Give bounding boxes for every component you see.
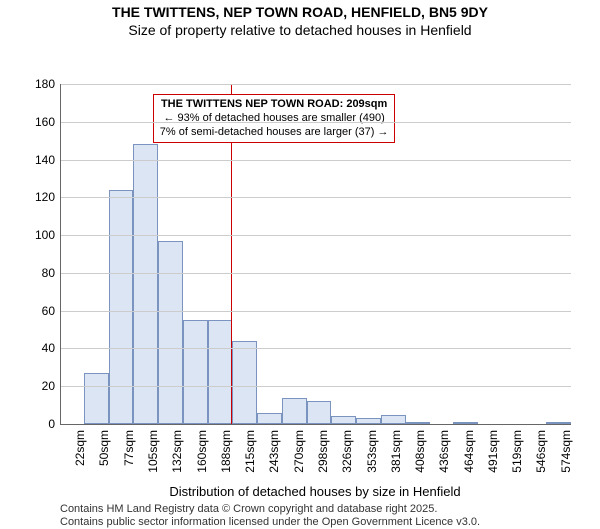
gridline (61, 348, 571, 349)
x-tick: 436sqm (425, 424, 449, 484)
x-tick: 353sqm (352, 424, 376, 484)
gridline (61, 84, 571, 85)
x-tick: 77sqm (110, 424, 134, 484)
gridline (61, 311, 571, 312)
histogram-bar (381, 415, 406, 424)
x-tick: 464sqm (450, 424, 474, 484)
footer-line-2: Contains public sector information licen… (60, 516, 600, 529)
gridline (61, 122, 571, 123)
footer-line-1: Contains HM Land Registry data © Crown c… (60, 503, 600, 516)
histogram-bar (331, 416, 356, 424)
histogram-bar (109, 190, 134, 424)
y-tick-label: 180 (35, 77, 61, 91)
y-tick-label: 20 (42, 379, 61, 393)
x-tick: 243sqm (255, 424, 279, 484)
histogram-bar (282, 398, 307, 424)
y-tick-label: 120 (35, 190, 61, 204)
y-tick-label: 40 (42, 341, 61, 355)
y-tick-label: 0 (48, 417, 61, 431)
x-tick: 298sqm (304, 424, 328, 484)
y-tick-label: 80 (42, 266, 61, 280)
chart-title-main: THE TWITTENS, NEP TOWN ROAD, HENFIELD, B… (0, 4, 600, 20)
x-tick: 22sqm (61, 424, 85, 484)
x-tick: 160sqm (182, 424, 206, 484)
y-tick-label: 140 (35, 153, 61, 167)
x-tick: 215sqm (231, 424, 255, 484)
x-tick: 408sqm (401, 424, 425, 484)
chart-area: Number of detached properties THE TWITTE… (0, 38, 600, 482)
x-tick: 270sqm (280, 424, 304, 484)
x-tick: 105sqm (134, 424, 158, 484)
annotation-line-3: 7% of semi-detached houses are larger (3… (160, 126, 389, 140)
x-tick: 491sqm (474, 424, 498, 484)
gridline (61, 160, 571, 161)
histogram-bar (84, 373, 109, 424)
x-tick: 188sqm (207, 424, 231, 484)
x-axis-label: Distribution of detached houses by size … (60, 484, 570, 499)
x-tick: 132sqm (158, 424, 182, 484)
x-tick: 381sqm (377, 424, 401, 484)
histogram-bar (307, 401, 332, 424)
histogram-bar (257, 413, 282, 424)
gridline (61, 235, 571, 236)
gridline (61, 273, 571, 274)
histogram-bar (133, 144, 158, 424)
histogram-bar (183, 320, 208, 424)
histogram-bar (208, 320, 233, 424)
x-tick-labels: 22sqm50sqm77sqm105sqm132sqm160sqm188sqm2… (61, 424, 571, 484)
x-tick: 326sqm (328, 424, 352, 484)
x-tick: 574sqm (547, 424, 571, 484)
x-tick: 546sqm (522, 424, 546, 484)
annotation-box: THE TWITTENS NEP TOWN ROAD: 209sqm ← 93%… (153, 94, 396, 143)
x-tick: 519sqm (498, 424, 522, 484)
x-tick: 50sqm (85, 424, 109, 484)
annotation-line-2: ← 93% of detached houses are smaller (49… (160, 112, 389, 126)
gridline (61, 386, 571, 387)
histogram-bar (232, 341, 257, 424)
histogram-bar (158, 241, 183, 424)
plot-area: THE TWITTENS NEP TOWN ROAD: 209sqm ← 93%… (60, 84, 571, 425)
y-tick-label: 60 (42, 304, 61, 318)
chart-title-sub: Size of property relative to detached ho… (0, 22, 600, 38)
footer-attribution: Contains HM Land Registry data © Crown c… (60, 503, 600, 529)
gridline (61, 197, 571, 198)
y-tick-label: 100 (35, 228, 61, 242)
x-tick-label: 574sqm (559, 430, 573, 473)
y-tick-label: 160 (35, 115, 61, 129)
annotation-line-1: THE TWITTENS NEP TOWN ROAD: 209sqm (160, 98, 389, 112)
